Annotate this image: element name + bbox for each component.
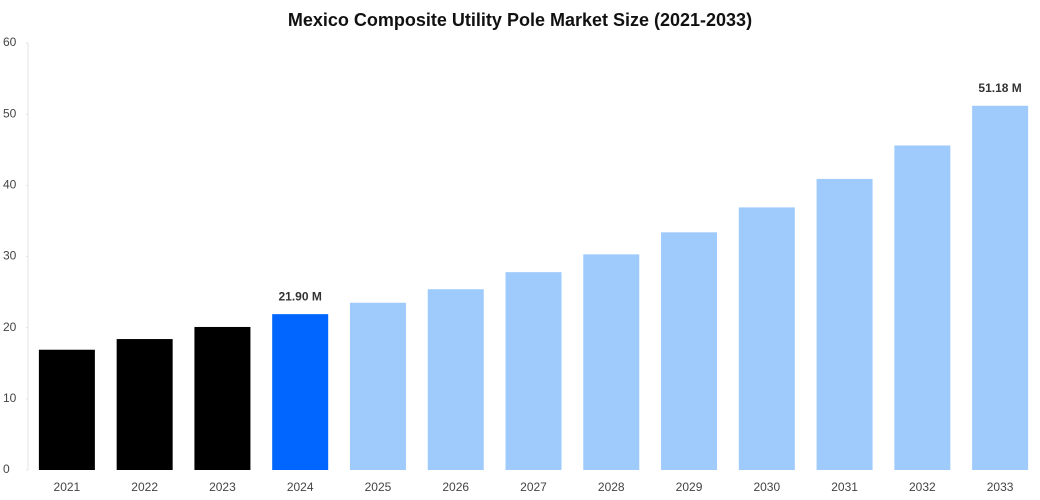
x-tick-label: 2032 [909, 480, 936, 494]
bar [738, 207, 795, 470]
x-tick-label: 2029 [676, 480, 703, 494]
y-tick-label: 20 [3, 320, 17, 334]
bar [194, 326, 251, 470]
bar [272, 314, 329, 470]
bar [427, 289, 484, 470]
y-tick-label: 50 [3, 106, 17, 120]
x-tick-label: 2031 [831, 480, 858, 494]
bar [972, 105, 1029, 471]
x-tick-label: 2023 [209, 480, 236, 494]
bar [349, 302, 406, 470]
x-tick-label: 2022 [131, 480, 158, 494]
bar [505, 272, 562, 470]
x-tick-label: 2028 [598, 480, 625, 494]
x-tick-label: 2024 [287, 480, 314, 494]
x-tick-label: 2021 [54, 480, 81, 494]
value-label: 51.18 M [978, 81, 1021, 95]
bar [38, 349, 95, 470]
y-tick-label: 30 [3, 249, 17, 263]
y-tick-label: 0 [3, 462, 10, 476]
chart-title: Mexico Composite Utility Pole Market Siz… [288, 10, 752, 30]
x-tick-label: 2027 [520, 480, 547, 494]
x-tick-label: 2025 [365, 480, 392, 494]
bar [661, 232, 718, 470]
bar [116, 339, 173, 470]
y-tick-label: 40 [3, 178, 17, 192]
value-label: 21.90 M [279, 289, 322, 303]
y-tick-label: 10 [3, 391, 17, 405]
x-tick-label: 2026 [442, 480, 469, 494]
bar [894, 145, 951, 471]
x-tick-label: 2030 [753, 480, 780, 494]
bar [583, 254, 640, 470]
bar [816, 178, 873, 470]
x-tick-label: 2033 [987, 480, 1014, 494]
y-tick-label: 60 [3, 35, 17, 49]
